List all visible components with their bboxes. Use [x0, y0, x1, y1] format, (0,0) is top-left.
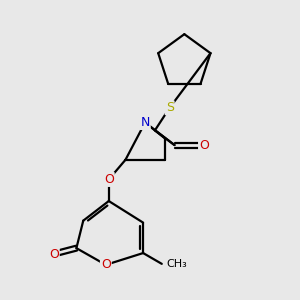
Text: O: O — [104, 173, 114, 186]
Text: O: O — [199, 139, 209, 152]
Text: CH₃: CH₃ — [167, 259, 188, 269]
Text: O: O — [101, 258, 111, 271]
Text: N: N — [140, 116, 150, 129]
Text: O: O — [49, 248, 59, 260]
Text: S: S — [166, 101, 174, 114]
